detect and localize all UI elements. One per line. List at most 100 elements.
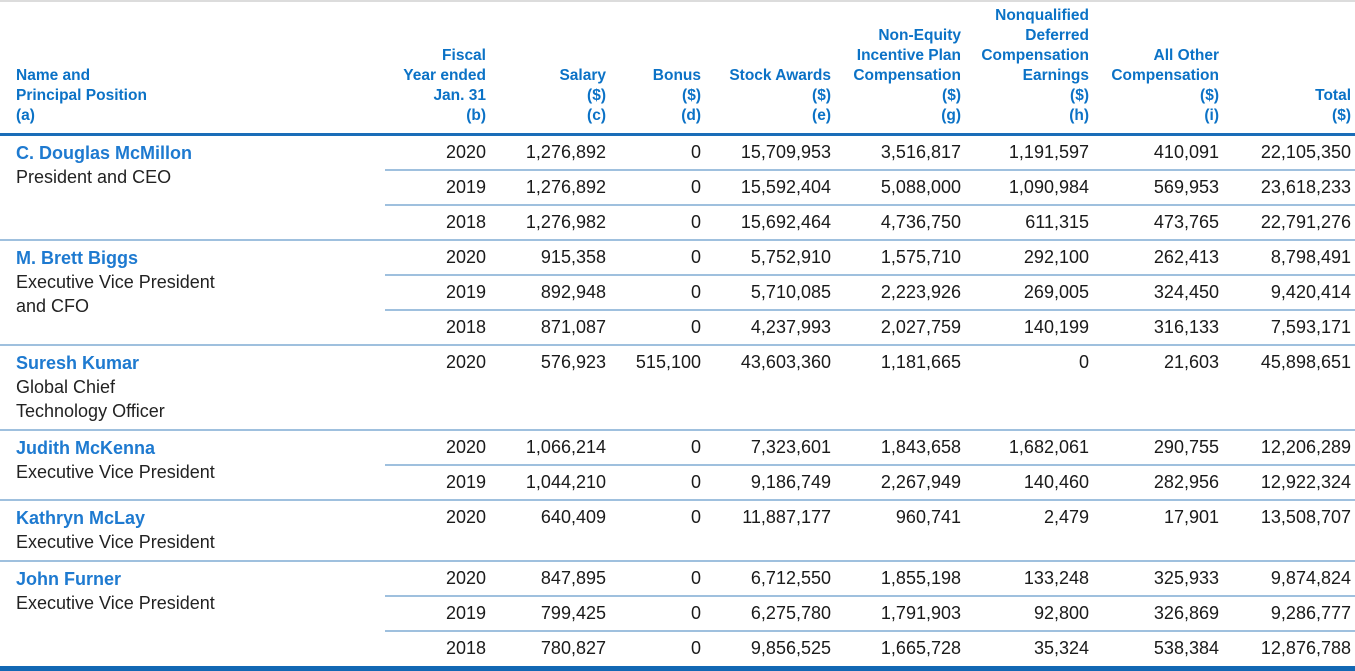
all_other-cell: 21,603 bbox=[1093, 344, 1223, 430]
total-cell: 8,798,491 bbox=[1223, 239, 1355, 275]
non_equity_incentive-cell: 1,843,658 bbox=[835, 429, 965, 465]
table-row: 2019 892,948 0 5,710,085 2,223,926 269,005 324… bbox=[0, 274, 1355, 310]
salary-cell: 1,044,210 bbox=[490, 464, 610, 500]
header-line: Principal Position bbox=[16, 87, 147, 104]
stock_awards-cell: 15,592,404 bbox=[705, 169, 835, 205]
non_equity_incentive-cell: 1,181,665 bbox=[835, 344, 965, 430]
header-line: (b) bbox=[466, 107, 486, 124]
table-row: M. Brett Biggs Executive Vice President an… bbox=[0, 239, 1355, 345]
salary-cell: 576,923 bbox=[490, 344, 610, 430]
column-header-salary: Salary ($) (c) bbox=[490, 2, 610, 135]
header-line: ($) bbox=[587, 87, 606, 104]
name-cell: John Furner Executive Vice President bbox=[0, 560, 385, 665]
name-cell: M. Brett Biggs Executive Vice President an… bbox=[0, 239, 385, 345]
executive-position: Executive Vice President bbox=[16, 272, 215, 292]
total-cell: 9,874,824 bbox=[1223, 560, 1355, 596]
bonus-cell: 0 bbox=[610, 169, 705, 205]
executive-position: Executive Vice President bbox=[16, 462, 215, 482]
header-line: Non-Equity bbox=[878, 27, 961, 44]
all_other-cell: 262,413 bbox=[1093, 239, 1223, 275]
bonus-cell: 0 bbox=[610, 464, 705, 500]
non_equity_incentive-cell: 1,855,198 bbox=[835, 560, 965, 596]
header-line: ($) bbox=[1070, 87, 1089, 104]
non_equity_incentive-cell: 1,665,728 bbox=[835, 630, 965, 665]
table-row: 2018 871,087 0 4,237,993 2,027,759 140,199 316… bbox=[0, 309, 1355, 345]
nonqualified_deferred-cell: 292,100 bbox=[965, 239, 1093, 275]
column-header-non_equity_incentive: Non-Equity Incentive Plan Compensation ($) (… bbox=[835, 2, 965, 135]
executive-position: Executive Vice President bbox=[16, 532, 215, 552]
bonus-cell: 0 bbox=[610, 204, 705, 240]
table-row: 2019 1,276,892 0 15,592,404 5,088,000 1,090,9… bbox=[0, 169, 1355, 205]
fiscal_year-cell: 2020 bbox=[445, 142, 486, 162]
fiscal_year-cell: 2019 bbox=[385, 595, 490, 631]
non_equity_incentive-cell: 4,736,750 bbox=[835, 204, 965, 240]
stock_awards-cell: 6,712,550 bbox=[705, 560, 835, 596]
non_equity_incentive-cell: 1,791,903 bbox=[835, 595, 965, 631]
executive-name: Suresh Kumar bbox=[16, 353, 140, 373]
nonqualified_deferred-cell: 611,315 bbox=[965, 204, 1093, 240]
header-line: ($) bbox=[812, 87, 831, 104]
all_other-cell: 325,933 bbox=[1093, 560, 1223, 596]
header-line: Compensation bbox=[853, 67, 961, 84]
total-cell: 13,508,707 bbox=[1223, 499, 1355, 561]
stock_awards-cell: 43,603,360 bbox=[705, 344, 835, 430]
top-divider-line bbox=[0, 0, 1355, 2]
nonqualified_deferred-cell: 133,248 bbox=[965, 560, 1093, 596]
executive-position: Executive Vice President bbox=[16, 593, 215, 613]
table-row: 2019 1,044,210 0 9,186,749 2,267,949 140,460 2… bbox=[0, 464, 1355, 500]
bonus-cell: 0 bbox=[610, 239, 705, 275]
header-line: Name and bbox=[16, 67, 91, 84]
header-line: ($) bbox=[682, 87, 701, 104]
header-line: Year ended bbox=[403, 67, 486, 84]
nonqualified_deferred-cell: 2,479 bbox=[965, 499, 1093, 561]
stock_awards-cell: 7,323,601 bbox=[705, 429, 835, 465]
column-header-stock_awards: Stock Awards ($) (e) bbox=[705, 2, 835, 135]
table-header: Name and Principal Position (a) Fiscal Year … bbox=[0, 2, 1355, 135]
table-row: Suresh Kumar Global Chief Technology Offic… bbox=[0, 344, 1355, 430]
table-row: 2018 780,827 0 9,856,525 1,665,728 35,324 538,… bbox=[0, 630, 1355, 665]
table-row: John Furner Executive Vice President 2020 8… bbox=[0, 560, 1355, 665]
header-line: (e) bbox=[812, 107, 831, 124]
salary-cell: 1,066,214 bbox=[490, 429, 610, 465]
total-cell: 22,791,276 bbox=[1223, 204, 1355, 240]
stock_awards-cell: 4,237,993 bbox=[705, 309, 835, 345]
all_other-cell: 538,384 bbox=[1093, 630, 1223, 665]
column-header-total: Total ($) bbox=[1223, 2, 1355, 135]
header-line: Fiscal bbox=[442, 47, 486, 64]
header-line: Earnings bbox=[1022, 67, 1089, 84]
nonqualified_deferred-cell: 35,324 bbox=[965, 630, 1093, 665]
nonqualified_deferred-cell: 140,460 bbox=[965, 464, 1093, 500]
header-line: Deferred bbox=[1025, 27, 1089, 44]
bonus-cell: 515,100 bbox=[610, 344, 705, 430]
nonqualified_deferred-cell: 1,682,061 bbox=[965, 429, 1093, 465]
header-line: Jan. 31 bbox=[433, 87, 486, 104]
salary-cell: 871,087 bbox=[490, 309, 610, 345]
executive-name: Judith McKenna bbox=[16, 438, 156, 458]
salary-cell: 847,895 bbox=[490, 560, 610, 596]
fiscal_year-cell: 2020 bbox=[385, 429, 490, 465]
salary-cell: 915,358 bbox=[490, 239, 610, 275]
fiscal_year-cell: 2018 bbox=[385, 309, 490, 345]
fiscal_year-cell: 2018 bbox=[385, 204, 490, 240]
stock_awards-cell: 15,692,464 bbox=[705, 204, 835, 240]
bonus-cell: 0 bbox=[610, 274, 705, 310]
salary-cell: 780,827 bbox=[490, 630, 610, 665]
salary-cell: 1,276,892 bbox=[525, 142, 606, 162]
header-line: Stock Awards bbox=[729, 67, 831, 84]
table-body: C. Douglas McMillon President and CEO 2020… bbox=[0, 135, 1355, 665]
fiscal_year-cell: 2019 bbox=[385, 169, 490, 205]
all_other-cell: 569,953 bbox=[1093, 169, 1223, 205]
header-line: ($) bbox=[942, 87, 961, 104]
fiscal_year-cell: 2019 bbox=[385, 464, 490, 500]
fiscal_year-cell: 2020 bbox=[385, 344, 490, 430]
stock_awards-cell: 5,710,085 bbox=[705, 274, 835, 310]
bonus-cell: 0 bbox=[610, 630, 705, 665]
column-header-bonus: Bonus ($) (d) bbox=[610, 2, 705, 135]
bonus-cell: 0 bbox=[610, 429, 705, 465]
column-header-all_other: All Other Compensation ($) (i) bbox=[1093, 2, 1223, 135]
stock_awards-cell: 15,709,953 bbox=[740, 142, 831, 162]
all_other-cell: 473,765 bbox=[1093, 204, 1223, 240]
non_equity_incentive-cell: 2,223,926 bbox=[835, 274, 965, 310]
header-line: (i) bbox=[1204, 107, 1219, 124]
